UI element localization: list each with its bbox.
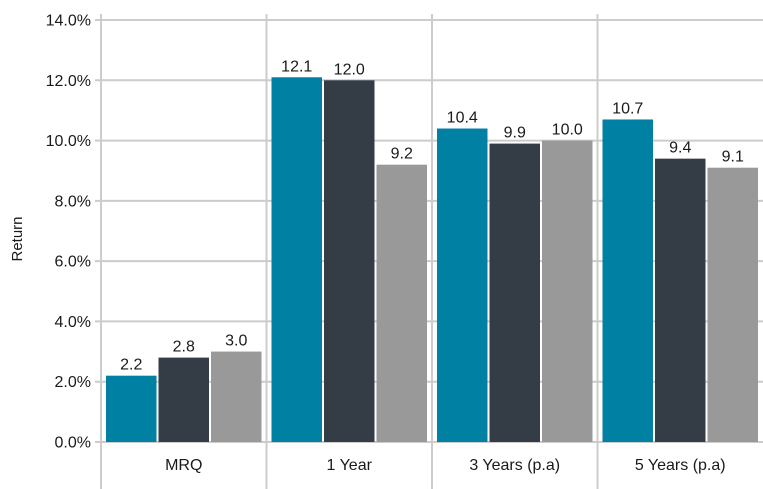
y-tick-label: 2.0% — [55, 374, 91, 391]
bar — [158, 357, 209, 442]
y-tick-label: 10.0% — [46, 133, 91, 150]
bar-value-label: 2.8 — [173, 339, 195, 356]
bar-value-label: 10.7 — [612, 100, 643, 117]
y-tick-label: 4.0% — [55, 314, 91, 331]
bar — [376, 164, 427, 442]
bar — [437, 128, 488, 442]
bar-value-label: 9.4 — [669, 140, 691, 157]
bar-value-label: 9.9 — [504, 125, 526, 142]
data-labels: 2.2 2.8 3.0 12.1 12.0 9.2 10.4 9.9 10.0 10.7 9.4 9.… — [120, 58, 744, 373]
bar — [106, 375, 157, 442]
bar — [707, 167, 758, 442]
bar — [542, 140, 593, 443]
bar-value-label: 12.0 — [334, 61, 365, 78]
bar — [655, 158, 706, 442]
bar-value-label: 3.0 — [225, 333, 247, 350]
y-tick-label: 0.0% — [55, 435, 91, 452]
bar-value-label: 10.4 — [447, 110, 478, 127]
bar — [489, 143, 540, 443]
bar — [271, 77, 322, 443]
bar-value-label: 9.2 — [391, 146, 413, 163]
bar-value-label: 2.2 — [120, 357, 142, 374]
bar-value-label: 9.1 — [722, 149, 744, 166]
y-axis-ticks: 0.0% 2.0% 4.0% 6.0% 8.0% 10.0% 12.0% 14.0% — [46, 13, 91, 452]
y-tick-label: 14.0% — [46, 13, 91, 30]
bar — [602, 119, 653, 442]
x-tick-label: MRQ — [165, 457, 202, 474]
bar — [324, 80, 375, 443]
x-tick-label: 5 Years (p.a) — [635, 457, 726, 474]
x-axis-ticks: MRQ 1 Year 3 Years (p.a) 5 Years (p.a) — [165, 457, 726, 474]
y-tick-label: 8.0% — [55, 193, 91, 210]
bar-value-label: 10.0 — [552, 122, 583, 139]
x-tick-label: 3 Years (p.a) — [469, 457, 560, 474]
x-tick-label: 1 Year — [327, 457, 373, 474]
y-axis-label: Return — [9, 216, 26, 261]
bars — [106, 77, 758, 443]
y-tick-label: 6.0% — [55, 254, 91, 271]
y-tick-label: 12.0% — [46, 73, 91, 90]
bar — [211, 351, 262, 442]
bar-value-label: 12.1 — [281, 58, 312, 75]
